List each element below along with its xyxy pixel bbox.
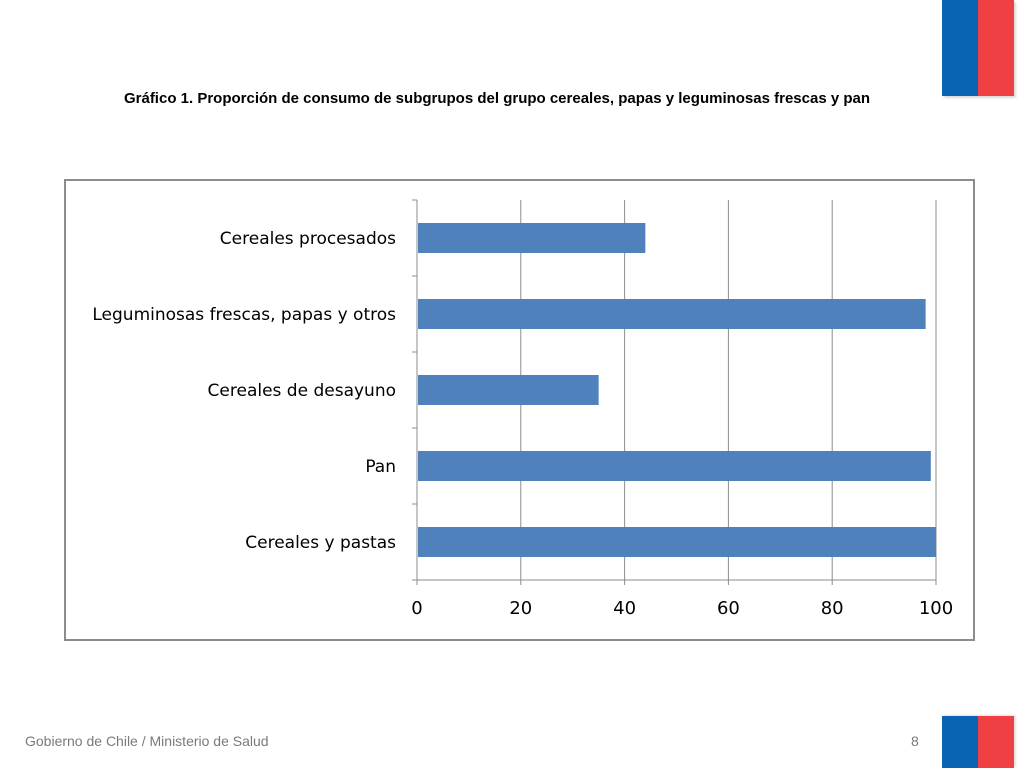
- flag-blue-stripe: [942, 716, 978, 768]
- flag-blue-stripe: [942, 0, 978, 96]
- x-tick-label: 40: [613, 598, 636, 619]
- page-number: 8: [911, 733, 919, 749]
- chart-frame: Cereales procesados Leguminosas frescas, …: [64, 179, 975, 641]
- bar-chart: Cereales procesados Leguminosas frescas, …: [92, 199, 953, 619]
- chile-flag-logo-top: [942, 0, 1014, 96]
- x-tick-label: 60: [717, 598, 740, 619]
- chart-title: Gráfico 1. Proporción de consumo de subg…: [123, 90, 871, 107]
- category-label: Cereales de desayuno: [208, 381, 396, 401]
- bar: [418, 299, 926, 329]
- bar: [418, 223, 646, 253]
- footer-text: Gobierno de Chile / Ministerio de Salud: [25, 733, 269, 749]
- bar: [418, 527, 936, 557]
- flag-red-stripe: [978, 716, 1014, 768]
- chile-flag-logo-bottom: [942, 716, 1014, 768]
- category-label: Pan: [365, 457, 396, 477]
- category-label: Cereales procesados: [220, 229, 396, 249]
- x-tick-label: 20: [509, 598, 532, 619]
- bar: [418, 375, 599, 405]
- bar: [418, 451, 931, 481]
- flag-red-stripe: [978, 0, 1014, 96]
- category-label: Cereales y pastas: [245, 533, 396, 553]
- x-tick-label: 80: [821, 598, 844, 619]
- category-label: Leguminosas frescas, papas y otros: [92, 305, 396, 325]
- x-tick-label: 100: [919, 598, 953, 619]
- x-tick-label: 0: [411, 598, 422, 619]
